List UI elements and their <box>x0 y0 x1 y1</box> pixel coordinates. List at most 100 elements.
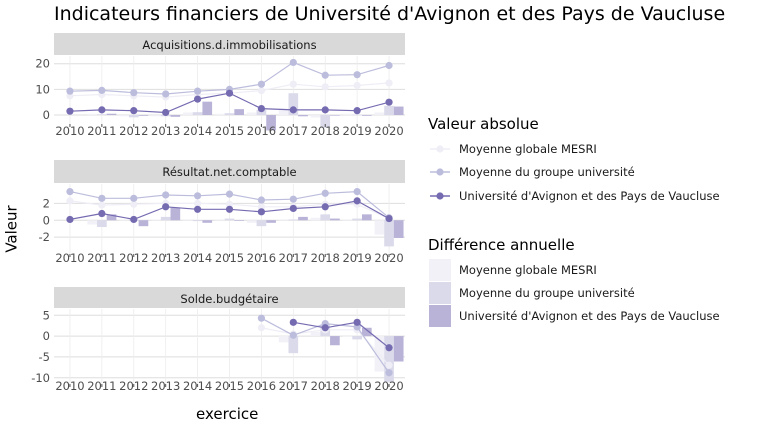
series-point <box>98 106 106 114</box>
diff-bar <box>119 219 129 221</box>
diff-bar <box>288 336 299 354</box>
diff-bar <box>224 113 235 116</box>
series-point <box>162 108 170 117</box>
series-point <box>162 191 170 199</box>
facet-strip-label: Résultat.net.comptable <box>162 165 296 179</box>
series-point <box>257 203 266 211</box>
diff-bar <box>320 214 331 221</box>
diff-bar <box>106 214 117 221</box>
diff-bar <box>192 220 203 222</box>
diff-bar <box>234 109 245 116</box>
x-tick-label: 2012 <box>119 251 148 265</box>
series-point <box>257 87 266 95</box>
diff-bar <box>352 336 362 340</box>
y-tick-label: -2 <box>39 230 50 244</box>
series-point <box>193 95 202 103</box>
x-tick-label: 2019 <box>342 379 371 393</box>
diff-bar <box>352 218 362 221</box>
x-tick-label: 2018 <box>311 124 340 138</box>
x-tick-label: 2011 <box>87 124 116 138</box>
diff-bar <box>214 113 225 116</box>
legend-bar-label: Moyenne du groupe université <box>459 286 635 300</box>
diff-bar <box>151 219 161 221</box>
series-point <box>162 203 170 211</box>
diff-bar <box>352 114 362 116</box>
diff-bar <box>288 219 299 221</box>
x-tick-label: 2016 <box>247 251 276 265</box>
x-tick-label: 2012 <box>119 124 148 138</box>
series-point <box>353 318 361 326</box>
series-point <box>353 81 361 90</box>
y-tick-label: -5 <box>39 350 50 364</box>
facet-strip <box>54 160 405 183</box>
series-point <box>289 58 297 67</box>
diff-bar <box>384 220 394 247</box>
series-point <box>385 61 393 70</box>
diff-bar <box>266 115 276 131</box>
series-point <box>257 324 266 332</box>
diff-bar <box>106 113 117 116</box>
diff-bar <box>310 115 321 118</box>
x-tick-label: 2015 <box>215 251 244 265</box>
series-point <box>289 80 297 88</box>
diff-bar <box>310 217 321 221</box>
diff-bar <box>202 220 213 223</box>
diff-bar <box>384 336 394 382</box>
series-point <box>193 192 202 200</box>
series-point <box>385 344 393 352</box>
diff-bar <box>224 218 235 221</box>
diff-bar <box>330 336 340 346</box>
chart-title: Indicateurs financiers de Université d'A… <box>54 3 726 25</box>
diff-bar <box>170 207 181 221</box>
series-point <box>162 90 170 98</box>
diff-bar <box>128 115 139 118</box>
series-point <box>321 189 329 197</box>
y-tick-label: 0 <box>43 213 50 227</box>
series-point <box>193 199 202 207</box>
diff-bar <box>310 331 321 337</box>
diff-bar <box>97 114 107 116</box>
y-tick-label: -10 <box>31 371 50 385</box>
series-point <box>385 214 393 223</box>
legend-line-label: Moyenne du groupe université <box>459 165 635 179</box>
diff-bar <box>361 115 372 116</box>
x-tick-label: 2017 <box>279 124 308 138</box>
x-tick-label: 2016 <box>247 379 276 393</box>
series-point <box>225 200 234 208</box>
series-point <box>385 361 393 369</box>
diff-bar <box>256 220 267 227</box>
series-point <box>353 71 361 79</box>
diff-bar <box>393 106 404 116</box>
series-point <box>353 187 361 196</box>
series-point <box>225 89 234 97</box>
series-point <box>289 106 297 114</box>
legend-bar-key <box>429 282 451 304</box>
x-tick-label: 2014 <box>183 124 212 138</box>
x-tick-label: 2018 <box>311 251 340 265</box>
diff-bar <box>393 220 404 238</box>
series-point <box>257 314 266 322</box>
series-point <box>321 106 329 114</box>
x-tick-label: 2015 <box>215 379 244 393</box>
series-point <box>193 205 202 213</box>
x-tick-label: 2020 <box>374 251 403 265</box>
series-point <box>130 215 138 224</box>
x-tick-label: 2017 <box>279 379 308 393</box>
legend-bar-label: Université d'Avignon et des Pays de Vauc… <box>459 309 720 323</box>
x-tick-label: 2011 <box>87 379 116 393</box>
series-point <box>289 331 297 339</box>
x-tick-label: 2013 <box>151 124 180 138</box>
diff-bar <box>298 216 308 221</box>
series-point <box>130 194 138 202</box>
diff-bar <box>214 220 225 222</box>
diff-bar <box>119 115 129 117</box>
x-tick-label: 2020 <box>374 379 403 393</box>
diff-bar <box>138 115 149 116</box>
series-point <box>321 324 329 332</box>
diff-bar <box>330 115 340 116</box>
series-point <box>66 107 74 115</box>
series-point <box>130 89 138 97</box>
legend-bar-key <box>429 305 451 327</box>
x-tick-label: 2016 <box>247 124 276 138</box>
diff-bar <box>246 112 257 116</box>
